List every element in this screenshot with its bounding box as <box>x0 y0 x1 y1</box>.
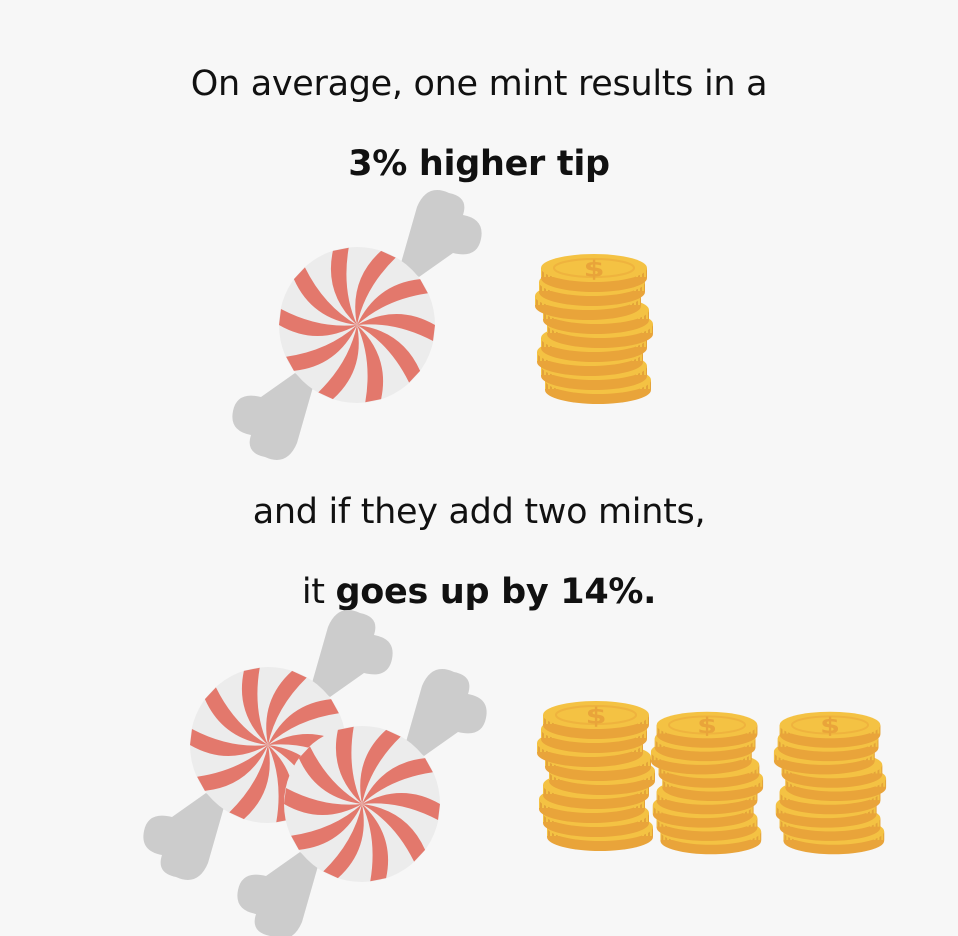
coin-stack-icon <box>535 254 653 404</box>
coin-stack-icon-3 <box>774 712 886 855</box>
two-mints-text: and if they add two mints, <box>252 492 706 532</box>
coin-stack-icon-1 <box>537 701 655 851</box>
peppermint-candy-icon <box>232 190 482 460</box>
goes-up-text: it goes up by 14%. <box>0 570 958 614</box>
goes-up-prefix: it <box>301 572 336 612</box>
highlight-3-percent: 3% higher tip <box>348 144 610 184</box>
intro-text: On average, one mint results in a <box>190 64 768 104</box>
coin-stack-icon-2 <box>651 712 763 855</box>
goes-up-highlight: goes up by 14%. <box>335 572 657 612</box>
